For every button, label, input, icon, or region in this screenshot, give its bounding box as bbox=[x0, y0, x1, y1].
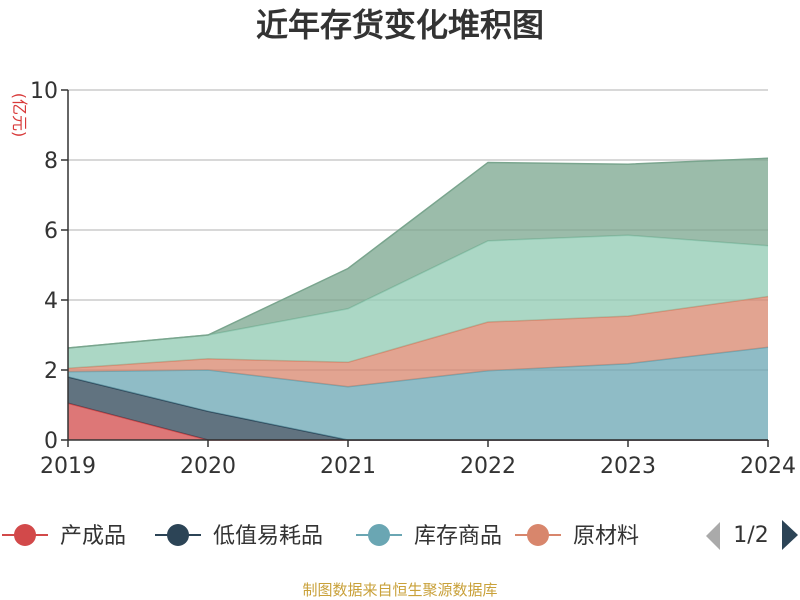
y-tick-label: 6 bbox=[44, 219, 58, 244]
legend-marker-dot bbox=[527, 524, 549, 546]
y-axis-unit: (亿元) bbox=[10, 93, 29, 138]
chart-title: 近年存货变化堆积图 bbox=[256, 6, 544, 44]
legend-item[interactable]: 原材料 bbox=[515, 524, 639, 549]
y-tick-label: 10 bbox=[30, 79, 58, 104]
x-tick-labels: 2019 2020 2021 2022 2023 2024 bbox=[40, 454, 796, 479]
legend: 产成品 低值易耗品 库存商品 原材料 bbox=[2, 524, 639, 549]
legend-label: 库存商品 bbox=[414, 524, 502, 549]
source-note: 制图数据来自恒生聚源数据库 bbox=[302, 581, 497, 599]
legend-item[interactable]: 产成品 bbox=[2, 524, 126, 549]
x-tick-label: 2022 bbox=[460, 454, 516, 479]
legend-page-indicator: 1/2 bbox=[733, 523, 768, 548]
y-tick-label: 0 bbox=[44, 429, 58, 454]
legend-label: 低值易耗品 bbox=[213, 524, 323, 549]
area-series-4 bbox=[68, 235, 768, 369]
axes bbox=[61, 89, 769, 447]
legend-label: 原材料 bbox=[573, 524, 639, 549]
legend-item[interactable]: 低值易耗品 bbox=[155, 524, 323, 549]
area-line-5 bbox=[67, 157, 769, 349]
legend-marker-dot bbox=[368, 524, 390, 546]
legend-label: 产成品 bbox=[60, 524, 126, 549]
legend-marker-dot bbox=[167, 524, 189, 546]
stacked-areas bbox=[67, 157, 769, 441]
y-tick-label: 8 bbox=[44, 149, 58, 174]
x-tick-label: 2019 bbox=[40, 454, 96, 479]
area-series-2 bbox=[68, 347, 768, 440]
legend-next-icon[interactable] bbox=[782, 520, 798, 550]
legend-item[interactable]: 库存商品 bbox=[356, 524, 502, 549]
y-tick-label: 2 bbox=[44, 359, 58, 384]
x-tick-label: 2020 bbox=[180, 454, 236, 479]
area-series-0 bbox=[68, 403, 768, 440]
legend-prev-icon[interactable] bbox=[706, 522, 720, 550]
x-tick-label: 2024 bbox=[740, 454, 796, 479]
area-series-5 bbox=[68, 158, 768, 348]
legend-pager: 1/2 bbox=[706, 520, 798, 550]
area-series-3 bbox=[68, 296, 768, 387]
y-tick-labels: 0 2 4 6 8 10 bbox=[30, 79, 58, 454]
legend-marker-dot bbox=[14, 524, 36, 546]
x-tick-label: 2021 bbox=[320, 454, 376, 479]
y-tick-label: 4 bbox=[44, 289, 58, 314]
x-tick-label: 2023 bbox=[600, 454, 656, 479]
area-series-1 bbox=[68, 377, 768, 440]
